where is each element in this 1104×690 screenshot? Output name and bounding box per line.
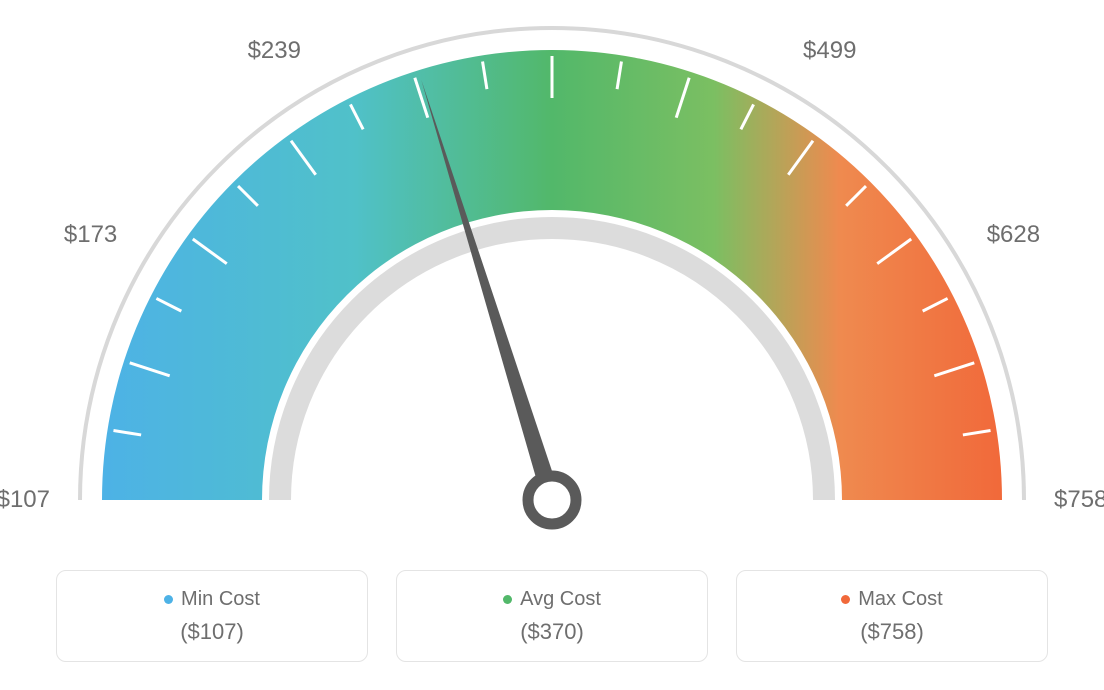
- gauge-container: $107$173$239$370$499$628$758: [0, 0, 1104, 560]
- gauge-chart: [0, 0, 1104, 560]
- legend-row: Min Cost ($107) Avg Cost ($370) Max Cost…: [0, 570, 1104, 662]
- legend-title-text: Min Cost: [181, 588, 260, 611]
- legend-dot-min: [164, 595, 173, 604]
- legend-value-avg: ($370): [520, 619, 584, 645]
- gauge-tick-label: $239: [248, 37, 301, 65]
- gauge-tick-label: $499: [803, 37, 856, 65]
- legend-title-max: Max Cost: [841, 588, 942, 611]
- gauge-tick-label: $173: [64, 221, 117, 249]
- legend-card-avg: Avg Cost ($370): [396, 570, 708, 662]
- legend-card-min: Min Cost ($107): [56, 570, 368, 662]
- gauge-tick-label: $758: [1054, 486, 1104, 514]
- legend-value-min: ($107): [180, 619, 244, 645]
- legend-dot-avg: [503, 595, 512, 604]
- legend-title-text: Max Cost: [858, 588, 942, 611]
- legend-title-avg: Avg Cost: [503, 588, 601, 611]
- legend-card-max: Max Cost ($758): [736, 570, 1048, 662]
- gauge-tick-label: $628: [987, 221, 1040, 249]
- gauge-tick-label: $107: [0, 486, 50, 514]
- legend-value-max: ($758): [860, 619, 924, 645]
- legend-title-text: Avg Cost: [520, 588, 601, 611]
- legend-title-min: Min Cost: [164, 588, 260, 611]
- legend-dot-max: [841, 595, 850, 604]
